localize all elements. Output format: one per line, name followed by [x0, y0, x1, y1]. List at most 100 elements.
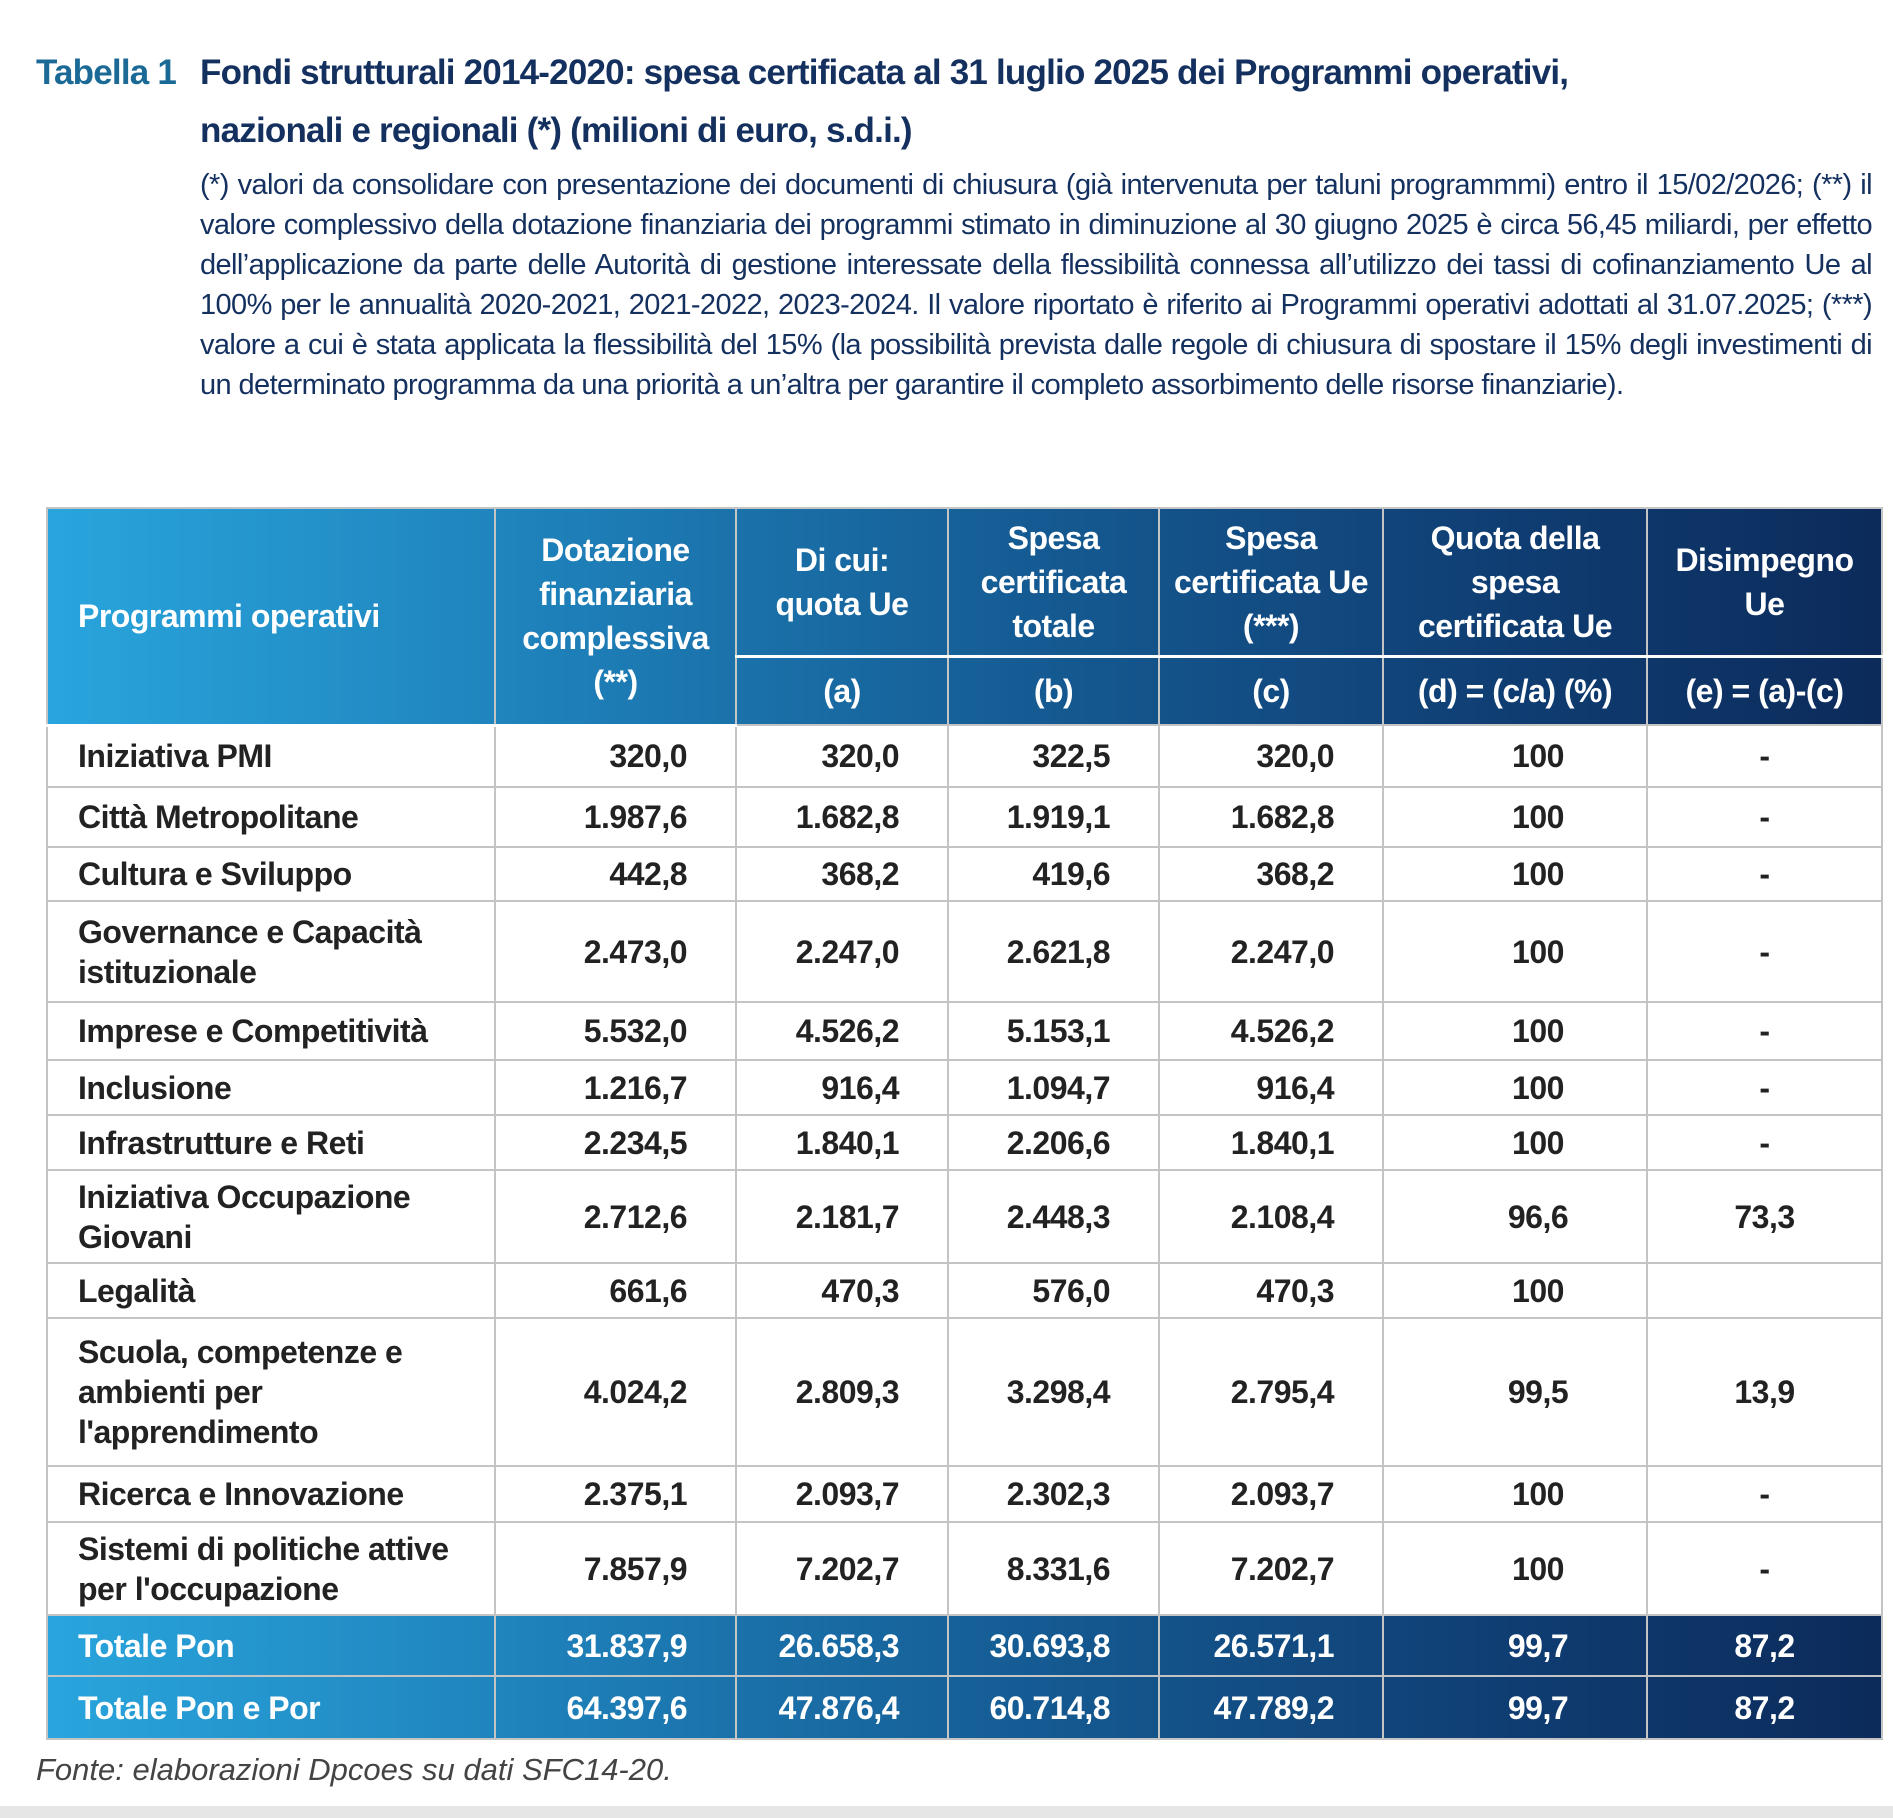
value-cell: 368,2 [1158, 846, 1384, 902]
value-cell: 99,7 [1382, 1675, 1648, 1740]
value-cell: 1.840,1 [735, 1114, 949, 1171]
program-name-cell: Imprese e Competitività [46, 1001, 496, 1061]
table-row: Governance e Capacità istituzionale 2.473… [46, 900, 1883, 1003]
value-cell: 100 [1382, 900, 1648, 1003]
header-sub-c: (c) [1158, 655, 1384, 726]
program-name-cell: Legalità [46, 1262, 496, 1319]
program-name-cell: Scuola, competenze e ambienti per l'appr… [46, 1317, 496, 1467]
value-cell: 2.247,0 [1158, 900, 1384, 1003]
total-row: Totale Pon 31.837,9 26.658,3 30.693,8 26.571… [46, 1614, 1883, 1677]
table-row: Sistemi di politiche attive per l'occupa… [46, 1521, 1883, 1616]
bottom-band [0, 1806, 1893, 1818]
value-cell: 7.202,7 [735, 1521, 949, 1616]
value-cell: 2.302,3 [947, 1465, 1160, 1523]
value-cell: 100 [1382, 786, 1648, 848]
program-name-cell: Totale Pon e Por [46, 1675, 496, 1740]
table-row: Imprese e Competitività 5.532,0 4.526,2 5.1… [46, 1001, 1883, 1061]
value-cell: 26.658,3 [735, 1614, 949, 1677]
program-name-cell: Cultura e Sviluppo [46, 846, 496, 902]
total-row: Totale Pon e Por 64.397,6 47.876,4 60.714,8… [46, 1675, 1883, 1740]
value-cell: 320,0 [494, 724, 737, 788]
value-cell: - [1646, 786, 1883, 848]
table-row: Inclusione 1.216,7 916,4 1.094,7 916,4 100- [46, 1059, 1883, 1116]
header-sub-d: (d) = (c/a) (%) [1382, 655, 1648, 726]
table-row: Cultura e Sviluppo 442,8 368,2 419,6 368,2 10… [46, 846, 1883, 902]
program-name-cell: Ricerca e Innovazione [46, 1465, 496, 1523]
value-cell: 2.093,7 [1158, 1465, 1384, 1523]
value-cell: 8.331,6 [947, 1521, 1160, 1616]
program-name-cell: Iniziativa Occupazione Giovani [46, 1169, 496, 1264]
value-cell: 87,2 [1646, 1614, 1883, 1677]
value-cell: 5.153,1 [947, 1001, 1160, 1061]
value-cell: 4.526,2 [735, 1001, 949, 1061]
value-cell: 100 [1382, 1465, 1648, 1523]
value-cell: 13,9 [1646, 1317, 1883, 1467]
value-cell: 7.202,7 [1158, 1521, 1384, 1616]
program-name-cell: Totale Pon [46, 1614, 496, 1677]
value-cell: 2.448,3 [947, 1169, 1160, 1264]
value-cell: 4.024,2 [494, 1317, 737, 1467]
header-dotazione: Dotazione finanziaria complessiva (**) [494, 507, 737, 727]
title-line-2: nazionali e regionali (*) (milioni di eu… [200, 111, 913, 150]
value-cell: - [1646, 1465, 1883, 1523]
header-spesa-ue: Spesa certificata Ue (***) [1158, 507, 1384, 658]
value-cell: 2.375,1 [494, 1465, 737, 1523]
value-cell: 368,2 [735, 846, 949, 902]
header-programmi: Programmi operativi [46, 507, 496, 727]
program-name-cell: Città Metropolitane [46, 786, 496, 848]
data-table: Programmi operativi Dotazione finanziari… [46, 507, 1883, 1740]
value-cell: 5.532,0 [494, 1001, 737, 1061]
value-cell: 47.876,4 [735, 1675, 949, 1740]
table-title: Tabella 1 Fondi strutturali 2014-2020: sp… [36, 44, 1876, 160]
value-cell: 2.234,5 [494, 1114, 737, 1171]
value-cell: 96,6 [1382, 1169, 1648, 1264]
value-cell: 1.987,6 [494, 786, 737, 848]
value-cell: 100 [1382, 846, 1648, 902]
footnotes: (*) valori da consolidare con presentazi… [200, 169, 1873, 401]
value-cell: 2.206,6 [947, 1114, 1160, 1171]
table-label: Tabella 1 [36, 53, 177, 92]
table-row: Ricerca e Innovazione 2.375,1 2.093,7 2.302… [46, 1465, 1883, 1523]
value-cell: 3.298,4 [947, 1317, 1160, 1467]
value-cell: 1.094,7 [947, 1059, 1160, 1116]
value-cell: 2.795,4 [1158, 1317, 1384, 1467]
value-cell: - [1646, 900, 1883, 1003]
value-cell: 31.837,9 [494, 1614, 737, 1677]
value-cell: - [1646, 1001, 1883, 1061]
value-cell: 26.571,1 [1158, 1614, 1384, 1677]
program-name-cell: Iniziativa PMI [46, 724, 496, 788]
program-name-cell: Governance e Capacità istituzionale [46, 900, 496, 1003]
value-cell: 320,0 [735, 724, 949, 788]
table-row: Legalità 661,6 470,3 576,0 470,3 100 [46, 1262, 1883, 1319]
table-row: Iniziativa PMI 320,0 320,0 322,5 320,0 100- [46, 724, 1883, 788]
table-row: Scuola, competenze e ambienti per l'appr… [46, 1317, 1883, 1467]
header-sub-b: (b) [947, 655, 1160, 726]
value-cell: 419,6 [947, 846, 1160, 902]
value-cell: 2.093,7 [735, 1465, 949, 1523]
title-line-1: Fondi strutturali 2014-2020: spesa certi… [200, 53, 1569, 92]
value-cell: 7.857,9 [494, 1521, 737, 1616]
value-cell: 100 [1382, 1521, 1648, 1616]
value-cell: 2.712,6 [494, 1169, 737, 1264]
value-cell: 2.473,0 [494, 900, 737, 1003]
value-cell: 322,5 [947, 724, 1160, 788]
value-cell: - [1646, 724, 1883, 788]
value-cell [1646, 1262, 1883, 1319]
value-cell: - [1646, 1521, 1883, 1616]
source-note: Fonte: elaborazioni Dpcoes su dati SFC14… [36, 1752, 672, 1787]
value-cell: 47.789,2 [1158, 1675, 1384, 1740]
value-cell: 100 [1382, 1262, 1648, 1319]
header-quota-ue: Di cui: quota Ue [735, 507, 949, 658]
value-cell: 1.216,7 [494, 1059, 737, 1116]
value-cell: 1.682,8 [735, 786, 949, 848]
value-cell: 30.693,8 [947, 1614, 1160, 1677]
value-cell: 320,0 [1158, 724, 1384, 788]
header-sub-a: (a) [735, 655, 949, 726]
program-name-cell: Inclusione [46, 1059, 496, 1116]
value-cell: 1.682,8 [1158, 786, 1384, 848]
value-cell: 100 [1382, 724, 1648, 788]
value-cell: 916,4 [1158, 1059, 1384, 1116]
value-cell: 576,0 [947, 1262, 1160, 1319]
value-cell: 1.919,1 [947, 786, 1160, 848]
program-name-cell: Sistemi di politiche attive per l'occupa… [46, 1521, 496, 1616]
